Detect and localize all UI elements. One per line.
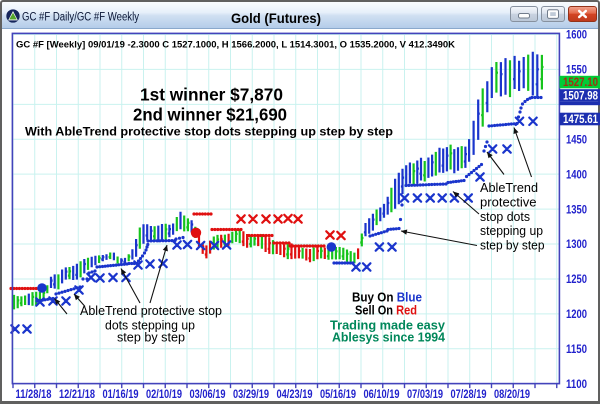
- svg-text:02/10/19: 02/10/19: [146, 389, 182, 401]
- svg-text:Ablesys since 1994: Ablesys since 1994: [332, 330, 446, 345]
- svg-text:With AbleTrend protective stop: With AbleTrend protective stop dots step…: [25, 125, 393, 139]
- svg-text:GC #F Daily/GC #F Weekly: GC #F Daily/GC #F Weekly: [22, 12, 139, 24]
- svg-text:1507.98: 1507.98: [563, 91, 599, 103]
- svg-text:03/29/19: 03/29/19: [233, 389, 269, 401]
- svg-text:1450: 1450: [566, 133, 587, 147]
- svg-text:1150: 1150: [566, 342, 587, 356]
- svg-text:05/16/19: 05/16/19: [320, 389, 356, 401]
- svg-text:Buy On Blue: Buy On Blue: [352, 290, 422, 305]
- svg-text:1200: 1200: [566, 307, 587, 321]
- svg-text:Trading made easy: Trading made easy: [330, 318, 446, 333]
- svg-text:step by step: step by step: [480, 239, 545, 253]
- svg-text:1527.10: 1527.10: [563, 77, 598, 89]
- svg-text:1475.61: 1475.61: [563, 114, 599, 126]
- svg-text:07/28/19: 07/28/19: [451, 389, 487, 401]
- svg-text:01/16/19: 01/16/19: [103, 389, 139, 401]
- svg-text:1600: 1600: [566, 28, 587, 42]
- svg-text:AbleTrend protective stop: AbleTrend protective stop: [80, 304, 222, 318]
- svg-text:1250: 1250: [566, 272, 587, 286]
- svg-text:dots stepping up: dots stepping up: [105, 319, 195, 333]
- svg-text:07/03/19: 07/03/19: [407, 389, 443, 401]
- svg-text:stepping up: stepping up: [480, 224, 543, 238]
- svg-text:08/20/19: 08/20/19: [494, 389, 530, 401]
- svg-text:03/06/19: 03/06/19: [190, 389, 226, 401]
- svg-text:AbleTrend: AbleTrend: [480, 181, 538, 195]
- svg-text:11/28/18: 11/28/18: [16, 389, 52, 401]
- svg-text:Sell On Red: Sell On Red: [355, 303, 417, 318]
- svg-text:1st winner $7,870: 1st winner $7,870: [140, 85, 283, 105]
- svg-text:1300: 1300: [566, 237, 587, 251]
- svg-text:04/23/19: 04/23/19: [277, 389, 313, 401]
- svg-text:1400: 1400: [566, 167, 587, 181]
- svg-text:1100: 1100: [566, 377, 587, 391]
- svg-text:GC #F [Weekly] 09/01/19 -2.30: GC #F [Weekly] 09/01/19 -2.3000 C 1527.1…: [16, 40, 455, 50]
- svg-text:step by step: step by step: [117, 331, 185, 345]
- svg-text:1350: 1350: [566, 202, 587, 216]
- svg-text:1550: 1550: [566, 63, 587, 77]
- svg-text:Gold (Futures): Gold (Futures): [231, 11, 321, 26]
- svg-text:12/21/18: 12/21/18: [59, 389, 95, 401]
- svg-text:2nd winner $21,690: 2nd winner $21,690: [133, 105, 287, 125]
- svg-text:protective: protective: [480, 195, 537, 209]
- svg-text:stop dots: stop dots: [480, 210, 530, 224]
- svg-text:06/10/19: 06/10/19: [364, 389, 400, 401]
